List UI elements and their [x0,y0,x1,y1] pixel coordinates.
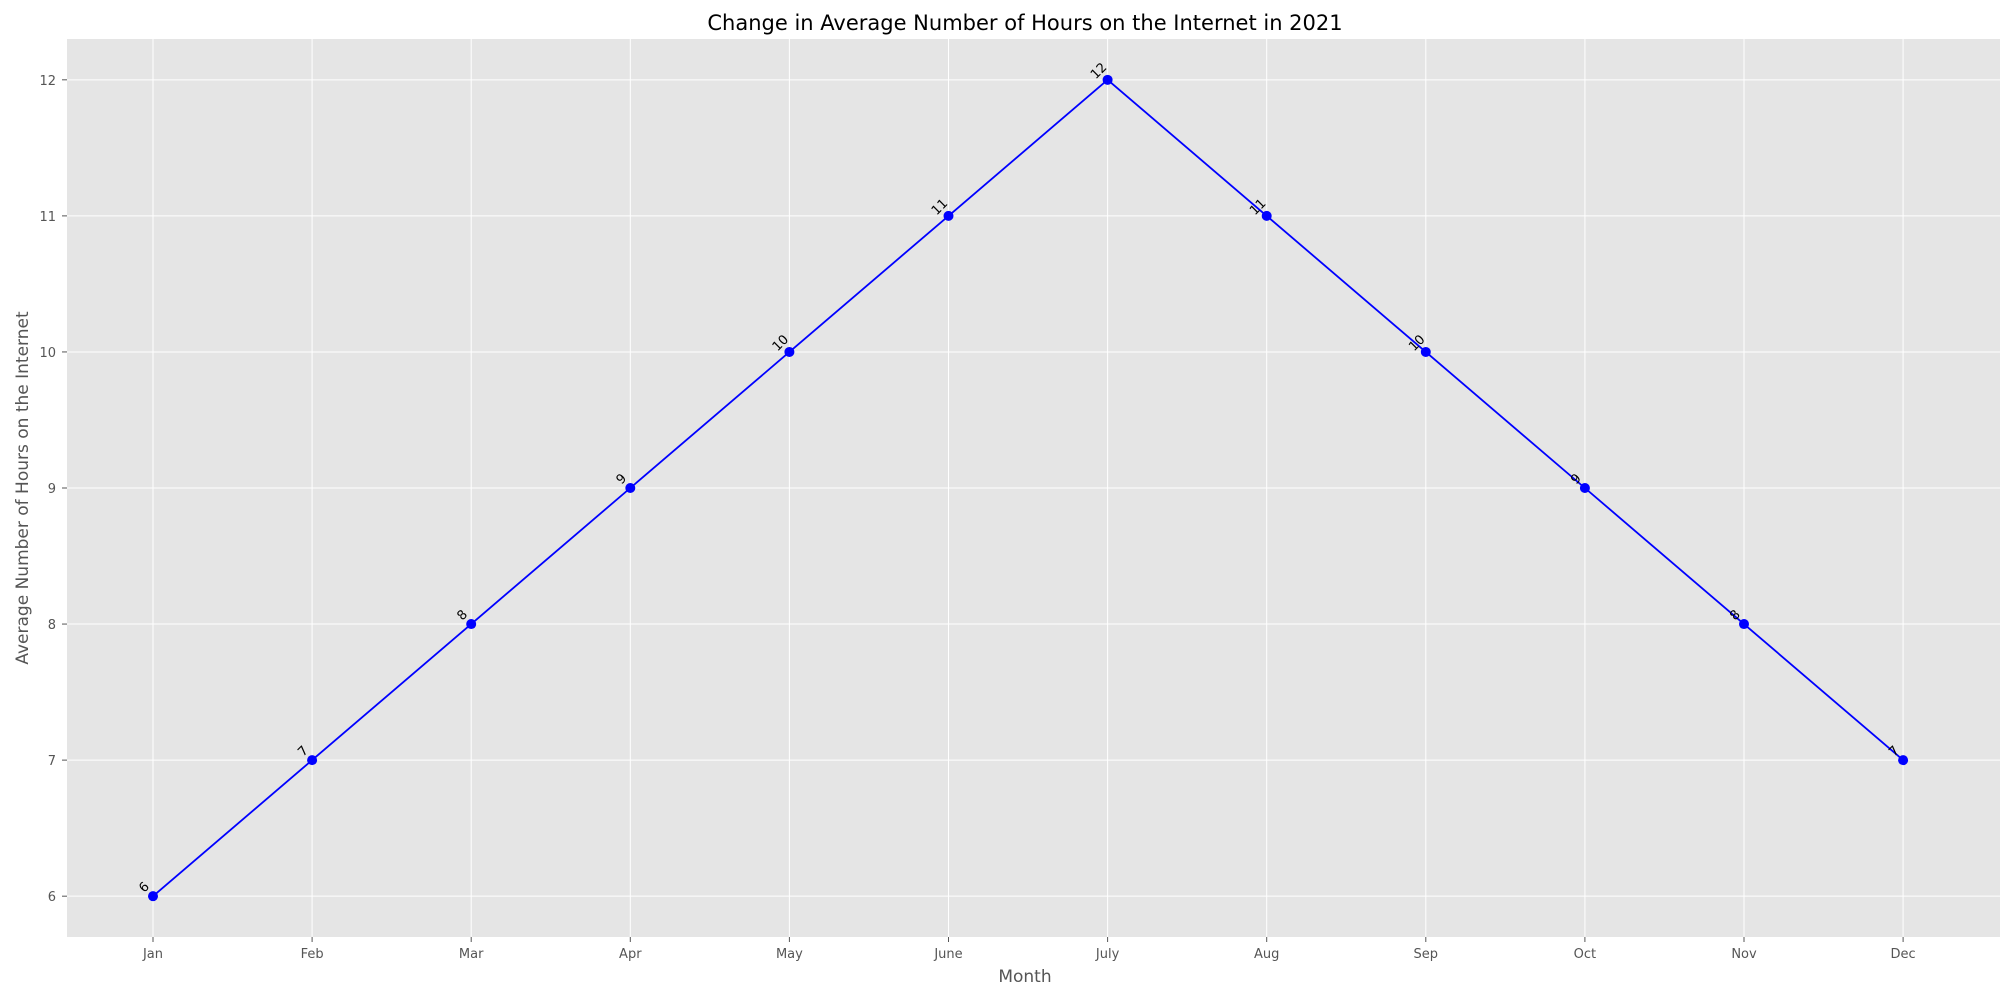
series-line-layer [152,78,1904,897]
x-tick-label: June [933,947,962,962]
x-tick-label: May [776,947,803,962]
x-tick-label: Aug [1254,947,1279,962]
chart-title: Change in Average Number of Hours on the… [707,11,1342,35]
y-tick-label: 10 [39,346,56,361]
data-point [625,483,636,493]
x-tick-label: Feb [301,947,324,962]
data-point-layer [148,74,1909,902]
x-tick-label: Mar [459,947,484,962]
y-tick-label: 7 [48,754,56,769]
y-axis-label: Average Number of Hours on the Internet [13,311,33,665]
data-point [1102,74,1113,85]
y-tick-label: 11 [39,210,56,225]
x-tick-label: Oct [1574,947,1596,962]
x-axis-label: Month [998,967,1051,987]
data-point [1420,346,1431,357]
data-point [466,619,477,630]
y-axis-ticks: 6 7 8 9 10 11 12 [39,74,67,905]
y-tick-label: 8 [48,618,56,633]
data-point [1579,483,1590,493]
x-tick-label: Apr [619,947,642,962]
x-tick-label: Dec [1891,947,1916,962]
data-point [784,346,795,357]
x-tick-label: Jan [142,947,163,962]
x-tick-label: July [1095,947,1120,962]
x-axis-ticks: Jan Feb Mar Apr May June July Aug Sep Oct Nov Dec [142,937,1916,962]
x-tick-label: Sep [1414,947,1439,962]
y-tick-label: 6 [48,890,56,905]
data-point [307,755,318,766]
series-line [152,78,1904,897]
data-point [1261,210,1272,221]
data-point [1898,755,1909,766]
x-tick-label: Nov [1731,947,1757,962]
data-point [148,891,158,902]
data-point [1739,619,1749,630]
data-point [943,210,954,221]
y-tick-label: 12 [39,74,56,89]
y-tick-label: 9 [48,482,56,497]
